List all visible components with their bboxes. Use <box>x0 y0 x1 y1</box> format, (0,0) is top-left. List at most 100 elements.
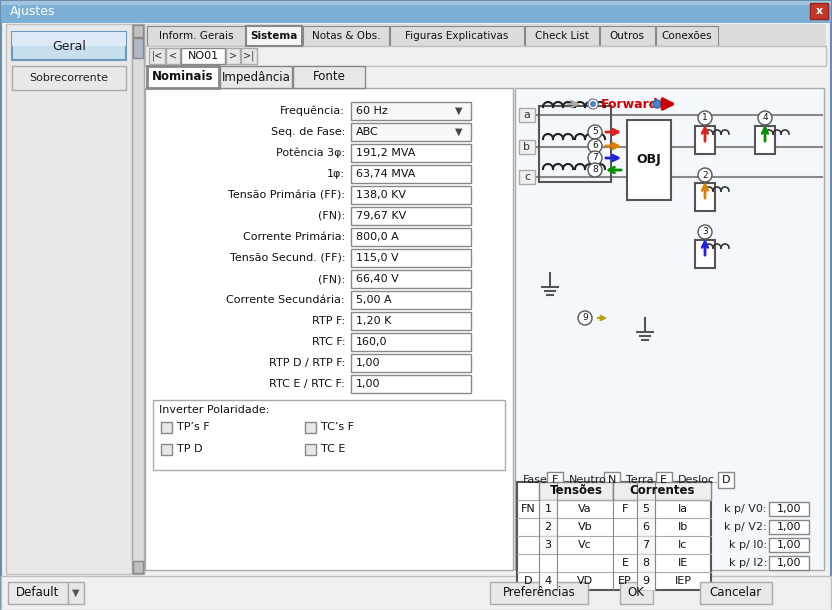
Bar <box>351 186 471 204</box>
Text: Notas & Obs.: Notas & Obs. <box>312 31 380 41</box>
Circle shape <box>698 111 712 125</box>
Bar <box>695 183 715 211</box>
Text: 8: 8 <box>642 558 650 568</box>
Text: 115,0 V: 115,0 V <box>356 253 399 263</box>
Text: Corrente Secundária:: Corrente Secundária: <box>226 295 345 305</box>
Text: FN: FN <box>521 504 535 514</box>
Bar <box>153 400 505 470</box>
Text: 4: 4 <box>762 113 768 123</box>
Text: E: E <box>622 558 628 568</box>
Bar <box>539 572 557 590</box>
Bar <box>637 572 655 590</box>
Circle shape <box>653 100 661 108</box>
Text: Corrente Primária:: Corrente Primária: <box>243 232 345 242</box>
Text: 4: 4 <box>544 576 552 586</box>
Text: RTP D / RTP F:: RTP D / RTP F: <box>269 358 345 368</box>
Text: NO01: NO01 <box>187 51 219 61</box>
Text: Fonte: Fonte <box>313 71 345 84</box>
Bar <box>351 144 471 162</box>
Bar <box>1 576 831 610</box>
Text: TP D: TP D <box>177 444 202 454</box>
Text: Tensões: Tensões <box>549 484 602 498</box>
Text: Preferências: Preferências <box>503 586 576 600</box>
Text: 800,0 A: 800,0 A <box>356 232 399 242</box>
Text: IEP: IEP <box>675 576 691 586</box>
Bar <box>700 582 772 604</box>
Bar <box>755 126 775 154</box>
Bar <box>1 1 831 5</box>
Text: Ic: Ic <box>678 540 688 550</box>
Text: N: N <box>608 475 617 485</box>
Text: Figuras Explicativas: Figuras Explicativas <box>405 31 508 41</box>
Bar <box>695 126 715 154</box>
Text: 9: 9 <box>642 576 650 586</box>
Bar <box>620 582 653 604</box>
Text: ▼: ▼ <box>455 127 463 137</box>
Bar <box>293 66 365 88</box>
Text: Tensão Primária (FF):: Tensão Primária (FF): <box>228 190 345 200</box>
Text: 7: 7 <box>592 154 598 162</box>
Circle shape <box>698 168 712 182</box>
Bar <box>604 472 620 488</box>
Bar <box>305 444 316 455</box>
Text: |<: |< <box>151 51 163 61</box>
Text: Va: Va <box>578 504 592 514</box>
Text: 1: 1 <box>544 504 552 514</box>
Bar <box>351 354 471 372</box>
Text: Correntes: Correntes <box>629 484 695 498</box>
Text: D: D <box>721 475 730 485</box>
Text: k p/ I2:: k p/ I2: <box>729 558 767 568</box>
Bar <box>547 472 563 488</box>
Text: Fase: Fase <box>523 475 548 485</box>
Text: F: F <box>552 475 558 485</box>
Bar <box>656 26 718 46</box>
Bar <box>1 1 831 23</box>
Bar <box>68 582 84 604</box>
Circle shape <box>590 101 596 107</box>
Bar <box>769 502 809 516</box>
Text: Frequência:: Frequência: <box>280 106 345 117</box>
Text: 160,0: 160,0 <box>356 337 388 347</box>
Bar <box>149 48 165 64</box>
Text: k p/ I0:: k p/ I0: <box>729 540 767 550</box>
Text: Sistema: Sistema <box>250 31 298 41</box>
Text: 1,00: 1,00 <box>777 540 801 550</box>
Text: k p/ V0:: k p/ V0: <box>725 504 767 514</box>
Text: 2: 2 <box>544 522 552 532</box>
Text: 1,00: 1,00 <box>777 558 801 568</box>
Bar <box>600 26 655 46</box>
Bar <box>351 333 471 351</box>
Text: 3: 3 <box>702 228 708 237</box>
Text: ABC: ABC <box>356 127 379 137</box>
Text: Outros: Outros <box>610 31 645 41</box>
Bar <box>6 24 132 574</box>
Text: c: c <box>524 172 530 182</box>
Bar <box>656 472 671 488</box>
Text: >: > <box>229 51 237 61</box>
Text: 66,40 V: 66,40 V <box>356 274 399 284</box>
Text: 7: 7 <box>642 540 650 550</box>
Bar <box>718 472 734 488</box>
Text: 63,74 MVA: 63,74 MVA <box>356 169 415 179</box>
Bar <box>220 66 292 88</box>
Bar <box>305 422 316 433</box>
Bar <box>519 170 535 184</box>
Text: TP’s F: TP’s F <box>177 422 210 432</box>
Bar <box>12 32 126 46</box>
Bar <box>515 88 824 570</box>
Bar <box>166 48 180 64</box>
Bar <box>12 32 126 60</box>
Text: 60 Hz: 60 Hz <box>356 106 388 116</box>
Bar <box>145 46 826 66</box>
Text: Ajustes: Ajustes <box>10 5 56 18</box>
Text: Nominais: Nominais <box>152 71 214 84</box>
Text: (FN):: (FN): <box>318 211 345 221</box>
Bar <box>695 240 715 268</box>
Text: TC E: TC E <box>321 444 345 454</box>
Text: IE: IE <box>678 558 688 568</box>
Text: Geral: Geral <box>52 40 86 52</box>
Text: TC’s F: TC’s F <box>321 422 354 432</box>
Text: Ib: Ib <box>678 522 688 532</box>
Text: 138,0 KV: 138,0 KV <box>356 190 406 200</box>
Text: Inform. Gerais: Inform. Gerais <box>159 31 233 41</box>
